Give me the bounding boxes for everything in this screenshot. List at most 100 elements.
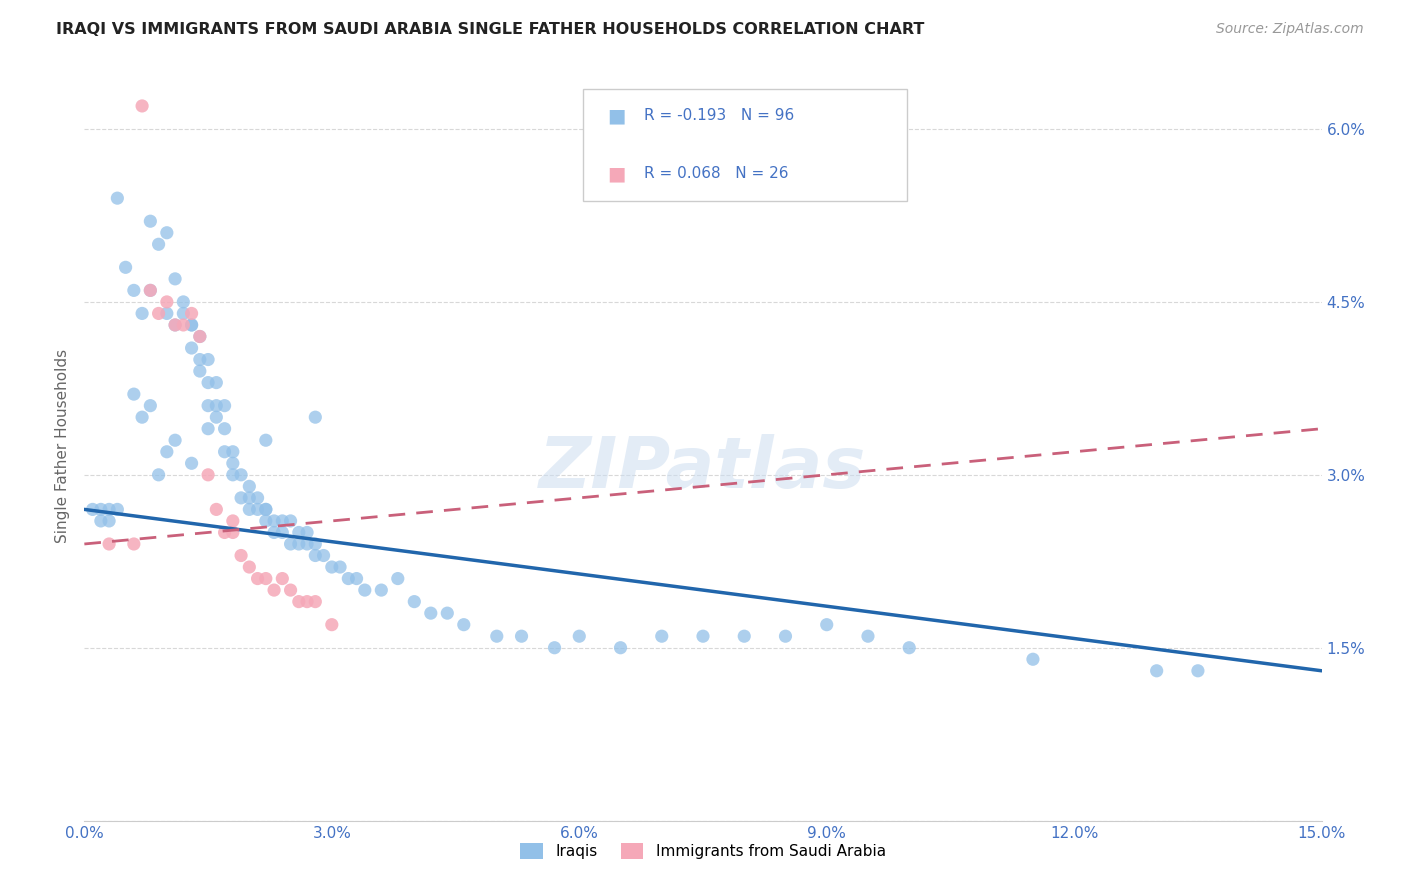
Point	[1187, 664, 1209, 678]
Point	[205, 502, 228, 516]
Point	[419, 606, 441, 620]
Point	[165, 434, 187, 448]
Point	[229, 549, 252, 563]
Point	[114, 260, 136, 275]
Point	[131, 410, 153, 425]
Point	[733, 629, 755, 643]
Point	[271, 514, 294, 528]
Y-axis label: Single Father Households: Single Father Households	[55, 349, 70, 543]
Point	[353, 583, 375, 598]
Point	[288, 537, 311, 551]
Point	[815, 617, 838, 632]
Point	[180, 456, 202, 470]
Text: R = 0.068   N = 26: R = 0.068 N = 26	[644, 167, 789, 181]
Point	[1022, 652, 1045, 666]
Point	[254, 572, 277, 586]
Point	[263, 583, 285, 598]
Point	[288, 594, 311, 608]
Point	[122, 284, 145, 298]
Point	[156, 226, 179, 240]
Point	[321, 560, 343, 574]
Point	[205, 410, 228, 425]
Text: Source: ZipAtlas.com: Source: ZipAtlas.com	[1216, 22, 1364, 37]
Point	[156, 306, 179, 320]
Point	[214, 525, 236, 540]
Point	[180, 318, 202, 332]
Point	[122, 387, 145, 401]
Point	[165, 318, 187, 332]
Point	[131, 306, 153, 320]
Point	[510, 629, 533, 643]
Point	[238, 560, 260, 574]
Point	[131, 99, 153, 113]
Point	[295, 537, 318, 551]
Point	[263, 514, 285, 528]
Point	[337, 572, 360, 586]
Point	[105, 191, 128, 205]
Point	[188, 364, 211, 378]
Point	[229, 467, 252, 482]
Point	[263, 525, 285, 540]
Point	[197, 399, 219, 413]
Point	[898, 640, 921, 655]
Point	[197, 352, 219, 367]
Point	[856, 629, 879, 643]
Point	[156, 294, 179, 309]
Point	[139, 214, 162, 228]
Point	[295, 594, 318, 608]
Point	[254, 502, 277, 516]
Point	[370, 583, 392, 598]
Point	[180, 306, 202, 320]
Point	[346, 572, 368, 586]
Point	[98, 514, 121, 528]
Point	[222, 456, 245, 470]
Point	[238, 502, 260, 516]
Point	[280, 583, 302, 598]
Point	[188, 329, 211, 343]
Point	[288, 525, 311, 540]
Point	[197, 376, 219, 390]
Point	[651, 629, 673, 643]
Point	[254, 434, 277, 448]
Point	[222, 444, 245, 458]
Point	[312, 549, 335, 563]
Point	[214, 422, 236, 436]
Point	[304, 537, 326, 551]
Point	[222, 514, 245, 528]
Point	[139, 284, 162, 298]
Text: ■: ■	[607, 164, 626, 184]
Point	[156, 444, 179, 458]
Point	[148, 467, 170, 482]
Point	[222, 525, 245, 540]
Point	[246, 572, 269, 586]
Point	[205, 399, 228, 413]
Point	[295, 525, 318, 540]
Text: R = -0.193   N = 96: R = -0.193 N = 96	[644, 109, 794, 123]
Point	[90, 502, 112, 516]
Point	[254, 502, 277, 516]
Point	[172, 306, 194, 320]
Point	[172, 294, 194, 309]
Point	[188, 352, 211, 367]
Point	[609, 640, 631, 655]
Point	[238, 479, 260, 493]
Point	[404, 594, 426, 608]
Point	[98, 537, 121, 551]
Point	[82, 502, 104, 516]
Point	[214, 399, 236, 413]
Point	[222, 467, 245, 482]
Text: ZIPatlas: ZIPatlas	[540, 434, 866, 503]
Point	[304, 410, 326, 425]
Point	[139, 284, 162, 298]
Point	[139, 399, 162, 413]
Point	[165, 318, 187, 332]
Point	[238, 491, 260, 505]
Point	[271, 525, 294, 540]
Point	[172, 318, 194, 332]
Point	[90, 514, 112, 528]
Point	[543, 640, 565, 655]
Point	[321, 617, 343, 632]
Point	[246, 502, 269, 516]
Point	[165, 272, 187, 286]
Point	[280, 537, 302, 551]
